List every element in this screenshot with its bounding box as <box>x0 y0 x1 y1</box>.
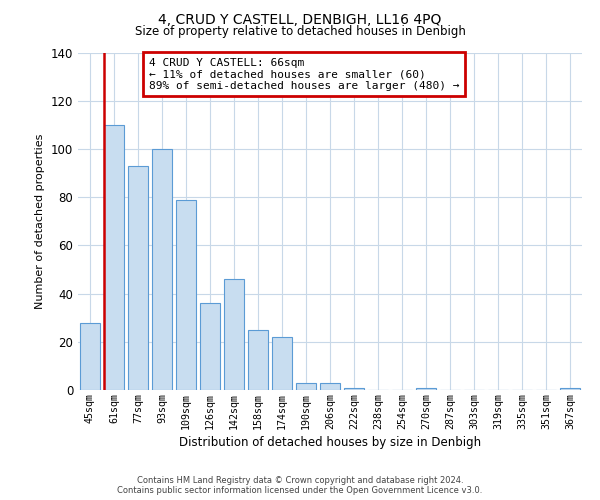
Y-axis label: Number of detached properties: Number of detached properties <box>35 134 45 309</box>
Bar <box>416 388 436 390</box>
Bar <box>320 383 340 390</box>
Bar <box>176 200 196 390</box>
Bar <box>272 337 292 390</box>
Bar <box>248 330 268 390</box>
Text: 4 CRUD Y CASTELL: 66sqm
← 11% of detached houses are smaller (60)
89% of semi-de: 4 CRUD Y CASTELL: 66sqm ← 11% of detache… <box>149 58 459 91</box>
Bar <box>224 279 244 390</box>
X-axis label: Distribution of detached houses by size in Denbigh: Distribution of detached houses by size … <box>179 436 481 448</box>
Bar <box>152 149 172 390</box>
Bar <box>128 166 148 390</box>
Bar <box>80 322 100 390</box>
Bar <box>344 388 364 390</box>
Bar <box>296 383 316 390</box>
Bar <box>560 388 580 390</box>
Bar <box>104 125 124 390</box>
Text: 4, CRUD Y CASTELL, DENBIGH, LL16 4PQ: 4, CRUD Y CASTELL, DENBIGH, LL16 4PQ <box>158 12 442 26</box>
Bar <box>200 303 220 390</box>
Text: Contains HM Land Registry data © Crown copyright and database right 2024.
Contai: Contains HM Land Registry data © Crown c… <box>118 476 482 495</box>
Text: Size of property relative to detached houses in Denbigh: Size of property relative to detached ho… <box>134 25 466 38</box>
